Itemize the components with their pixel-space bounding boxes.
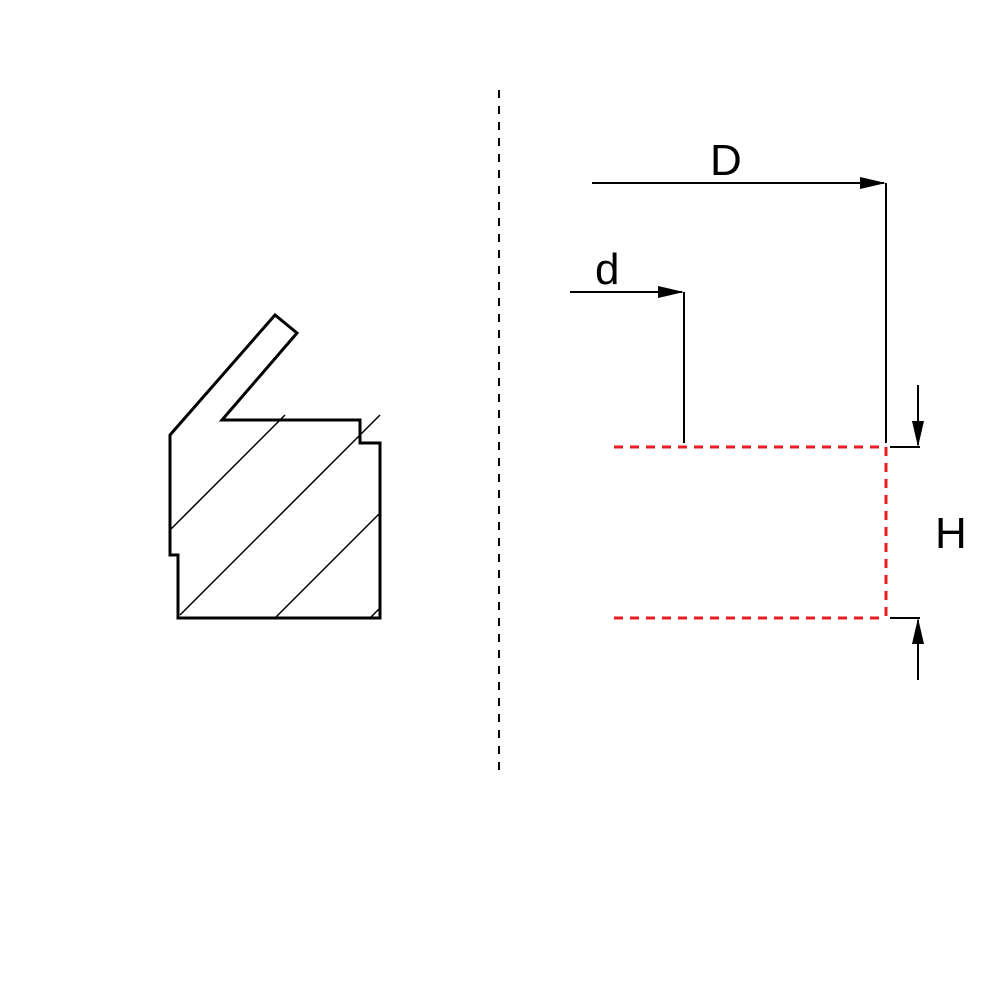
hatch-line [180, 415, 380, 615]
dim-H-label: H [935, 509, 967, 558]
left-section-outline [170, 315, 380, 618]
hatch-line [275, 513, 380, 618]
technical-drawing: Dd H [0, 0, 1000, 1000]
hatch-line [170, 415, 285, 530]
dim-D-label: D [710, 136, 742, 185]
dim-d-label: d [595, 245, 619, 294]
